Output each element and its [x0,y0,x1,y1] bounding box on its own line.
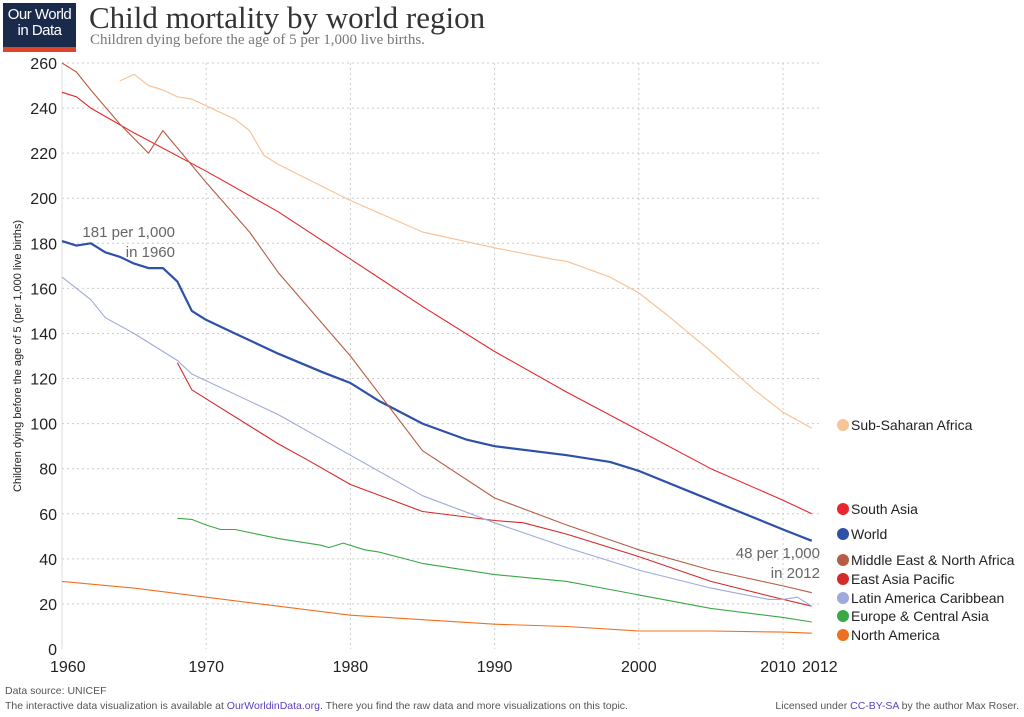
axes: 0 20 40 60 80 100 120 140 160 180 200 220 240 260 1960… [30,56,837,676]
legend: Sub-Saharan Africa South Asia World Middle … [837,417,1015,643]
logo-bar [3,47,76,52]
data-source: Data source: UNICEF [5,685,107,697]
logo-line-2: in Data [17,22,62,39]
legend-item-middle-east-north-africa[interactable]: Middle East & North Africa [837,552,1015,568]
interactive-note: The interactive data visualization is av… [5,700,628,712]
legend-dot-icon [837,419,849,431]
grid [62,62,822,649]
legend-label: Sub-Saharan Africa [851,417,973,433]
legend-dot-icon [837,573,849,585]
interactive-suffix: . There you find the raw data and more v… [319,700,628,712]
x-tick-label: 2010 [760,659,796,676]
interactive-prefix: The interactive data visualization is av… [5,700,227,712]
legend-dot-icon [837,629,849,641]
y-tick-label: 60 [39,507,57,524]
y-tick-label: 100 [30,417,57,434]
y-tick-label: 180 [30,236,57,253]
x-tick-label: 1990 [477,659,513,676]
legend-dot-icon [837,610,849,622]
legend-item-north-america[interactable]: North America [837,627,940,643]
legend-dot-icon [837,503,849,515]
series-line-east-asia-pacific [176,362,812,607]
series-line-sub-saharan-africa [119,73,813,429]
license-note: Licensed under CC-BY-SA by the author Ma… [775,700,1019,712]
y-tick-label: 240 [30,101,57,118]
legend-item-sub-saharan-africa[interactable]: Sub-Saharan Africa [837,417,973,433]
y-tick-label: 0 [48,642,57,659]
y-axis-label: Children dying before the age of 5 (per … [12,220,24,492]
logo-line-1: Our World [7,6,72,23]
y-tick-label: 80 [39,462,57,479]
license-link[interactable]: CC-BY-SA [850,700,899,712]
legend-label: World [851,526,887,542]
legend-item-europe-central-asia[interactable]: Europe & Central Asia [837,608,989,624]
y-tick-label: 220 [30,146,57,163]
y-tick-label: 160 [30,281,57,298]
series-line-middle-east-north-africa [61,62,812,594]
owid-link[interactable]: OurWorldinData.org [226,700,320,712]
y-tick-label: 40 [39,552,57,569]
legend-label: North America [851,627,940,643]
series-line-north-america [61,580,812,634]
y-tick-label: 260 [30,56,57,73]
x-tick-label: 1970 [188,659,224,676]
series-line-world [61,240,813,542]
legend-label: Middle East & North Africa [851,552,1015,568]
chart-title: Child mortality by world region [89,0,486,35]
series-line-south-asia [61,91,813,515]
legend-item-latin-america-caribbean[interactable]: Latin America Caribbean [837,590,1004,606]
legend-dot-icon [837,592,849,604]
series-line-latin-america-caribbean [61,276,813,607]
annotation-1960-line1: 181 per 1,000 [82,224,175,241]
legend-dot-icon [837,554,849,566]
series-line-europe-central-asia [177,517,812,623]
legend-label: Latin America Caribbean [851,590,1004,606]
x-tick-label: 2012 [802,659,838,676]
legend-label: Europe & Central Asia [851,608,989,624]
legend-item-south-asia[interactable]: South Asia [837,501,918,517]
owid-logo: Our World in Data [3,3,76,52]
y-tick-label: 200 [30,191,57,208]
y-tick-label: 20 [39,597,57,614]
legend-dot-icon [837,528,849,540]
annotation-1960-line2: in 1960 [126,244,175,261]
license-suffix: by the author Max Roser. [898,700,1019,712]
license-prefix: Licensed under [775,700,851,712]
x-tick-label: 2000 [621,659,657,676]
x-tick-label: 1960 [50,659,86,676]
legend-label: South Asia [851,501,918,517]
series-lines [61,62,813,634]
legend-label: East Asia Pacific [851,571,955,587]
chart-subtitle: Children dying before the age of 5 per 1… [90,32,425,48]
annotation-2012-line1: 48 per 1,000 [736,545,820,562]
legend-item-world[interactable]: World [837,526,887,542]
x-tick-label: 1980 [333,659,369,676]
y-tick-label: 140 [30,326,57,343]
legend-item-east-asia-pacific[interactable]: East Asia Pacific [837,571,955,587]
annotation-2012-line2: in 2012 [771,565,820,582]
y-tick-label: 120 [30,372,57,389]
